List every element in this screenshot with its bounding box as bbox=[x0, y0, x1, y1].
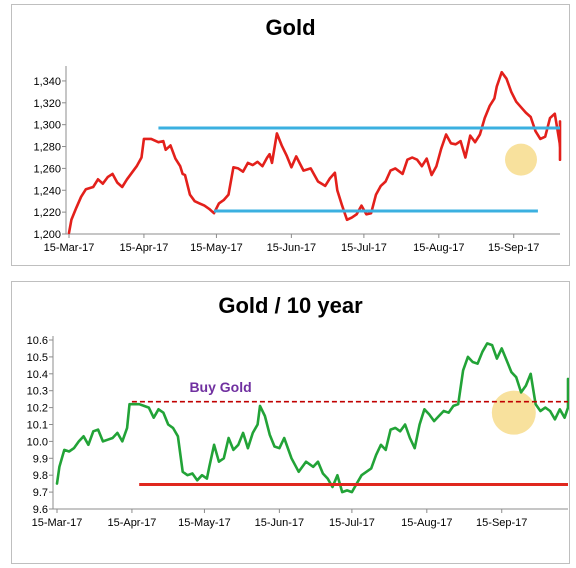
x-tick-label: 15-Sep-17 bbox=[488, 242, 539, 254]
x-tick-label: 15-Apr-17 bbox=[119, 242, 168, 254]
x-tick-label: 15-Jul-17 bbox=[329, 517, 375, 529]
y-tick-label: 9.7 bbox=[33, 487, 48, 499]
x-tick-label: 15-Jul-17 bbox=[341, 242, 387, 254]
highlight-circle bbox=[491, 390, 536, 435]
series-line bbox=[67, 70, 562, 235]
x-tick-label: 15-Mar-17 bbox=[32, 517, 83, 529]
gold-chart-svg: 1,200 1,220 1,240 1,260 1,280 1,300 1,320 1,340… bbox=[33, 66, 562, 254]
y-tick-label: 10.4 bbox=[27, 369, 48, 381]
x-tick-label: 15-Mar-17 bbox=[44, 242, 95, 254]
y-tick-label: 1,200 bbox=[33, 229, 61, 241]
series-line bbox=[55, 342, 569, 494]
y-tick-label: 10.5 bbox=[27, 352, 48, 364]
x-tick-label: 15-Aug-17 bbox=[401, 517, 452, 529]
x-tick-label: 15-Jun-17 bbox=[267, 242, 317, 254]
y-tick-label: 9.9 bbox=[33, 453, 48, 465]
y-tick-label: 1,260 bbox=[33, 163, 61, 175]
y-tick-label: 1,300 bbox=[33, 120, 61, 132]
y-tick-label: 1,340 bbox=[33, 76, 61, 88]
gold-chart-panel: Gold 1,200 1,220 1,240 1,260 1,280 1,300 1,320… bbox=[11, 4, 570, 266]
y-tick-label: 10.6 bbox=[27, 335, 48, 347]
chart-title: Gold bbox=[265, 15, 316, 40]
y-tick-label: 1,220 bbox=[33, 207, 61, 219]
y-tick-label: 10.3 bbox=[27, 386, 48, 398]
y-tick-label: 1,280 bbox=[33, 142, 61, 154]
y-tick-label: 1,320 bbox=[33, 98, 61, 110]
x-tick-label: 15-Apr-17 bbox=[107, 517, 156, 529]
x-tick-label: 15-May-17 bbox=[178, 517, 231, 529]
x-tick-label: 15-Aug-17 bbox=[413, 242, 464, 254]
chart-title: Gold / 10 year bbox=[218, 293, 363, 318]
y-tick-label: 10.1 bbox=[27, 420, 48, 432]
x-tick-label: 15-Sep-17 bbox=[476, 517, 527, 529]
y-tick-label: 9.6 bbox=[33, 504, 48, 516]
gold-10y-chart-panel: Gold / 10 year 9.6 9.7 9.8 9.9 10.0 10.1 10.2 1… bbox=[11, 281, 570, 564]
gold-10y-chart-svg: 9.6 9.7 9.8 9.9 10.0 10.1 10.2 10.3 10.4 10.5 10.6… bbox=[27, 335, 569, 529]
x-tick-label: 15-May-17 bbox=[190, 242, 243, 254]
y-tick-label: 10.0 bbox=[27, 436, 48, 448]
y-tick-label: 10.2 bbox=[27, 403, 48, 415]
highlight-circle bbox=[504, 143, 537, 176]
x-tick-label: 15-Jun-17 bbox=[255, 517, 305, 529]
y-tick-label: 1,240 bbox=[33, 185, 61, 197]
buy-gold-label: Buy Gold bbox=[189, 379, 251, 395]
y-tick-label: 9.8 bbox=[33, 470, 48, 482]
